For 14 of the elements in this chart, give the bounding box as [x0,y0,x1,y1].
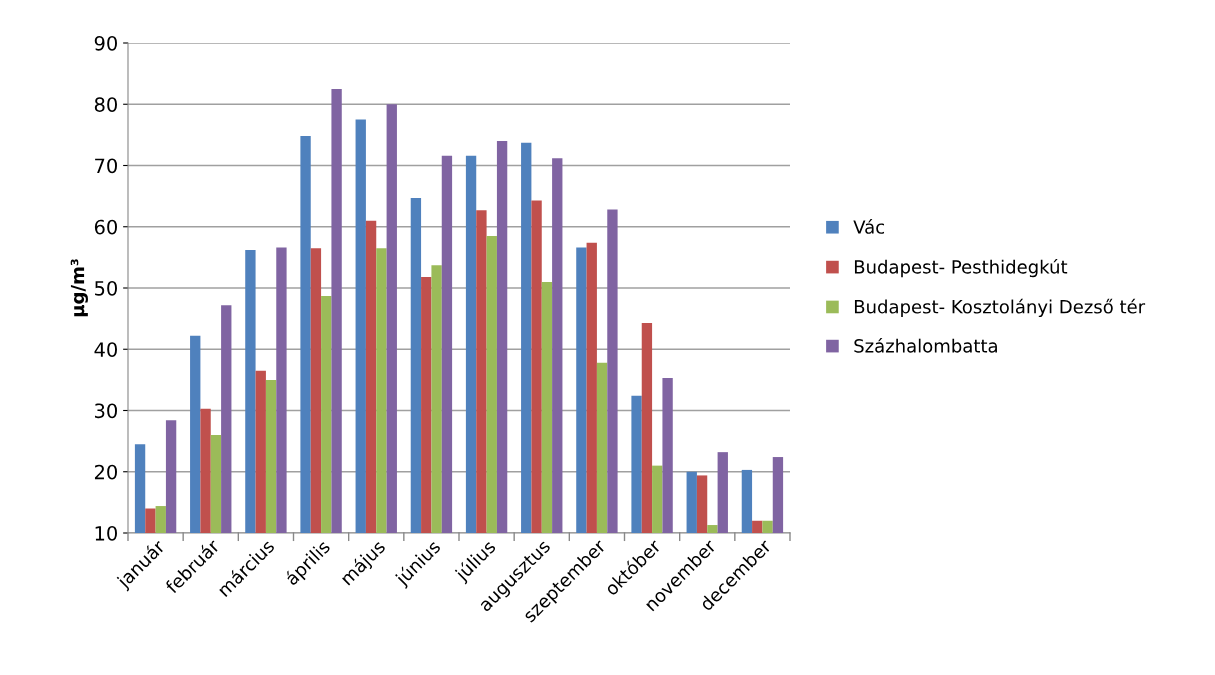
y-tick-label: 90 [94,35,117,51]
y-tick-label: 80 [94,97,117,112]
y-tick-label: 70 [95,158,117,174]
legend-label: Vác [853,219,885,234]
y-tick-label: 40 [94,342,117,357]
y-tick-label: 60 [94,219,117,235]
y-axis-title: µg/m³ [70,259,88,317]
y-tick-label: 30 [95,403,117,419]
y-tick-label: 20 [94,464,117,480]
y-tick-label: 10 [95,525,117,541]
legend-label: Budapest- Kosztolányi Dezső tér [854,298,1146,318]
legend-label: Budapest- Pesthidegkút [854,258,1068,278]
y-tick-label: 50 [95,280,117,296]
legend-label: Százhalombatta [854,337,997,353]
